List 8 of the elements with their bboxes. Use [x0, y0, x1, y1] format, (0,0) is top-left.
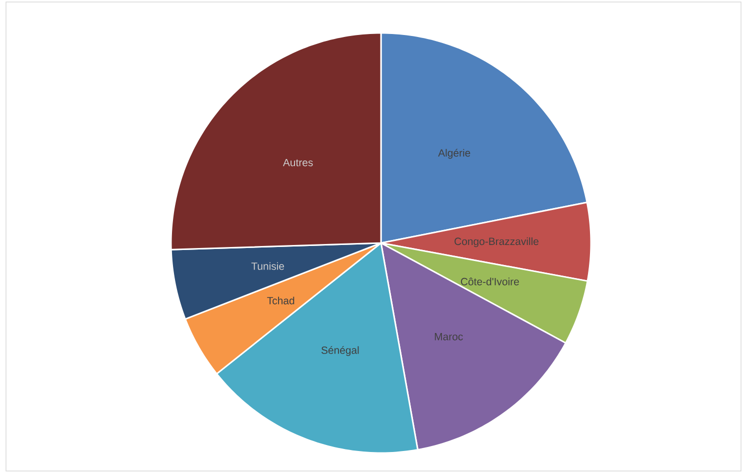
- slice-label: Maroc: [434, 333, 463, 340]
- slice-label: Congo-Brazzaville: [454, 237, 538, 248]
- slice-label: Tunisie: [251, 262, 284, 270]
- slice-label: Tchad: [267, 296, 294, 304]
- slice-label: Autres: [282, 158, 313, 166]
- slice-label: Côte-d'Ivoire: [460, 278, 519, 286]
- slice-label: Sénégal: [321, 346, 359, 356]
- slice-label: Algérie: [438, 148, 470, 159]
